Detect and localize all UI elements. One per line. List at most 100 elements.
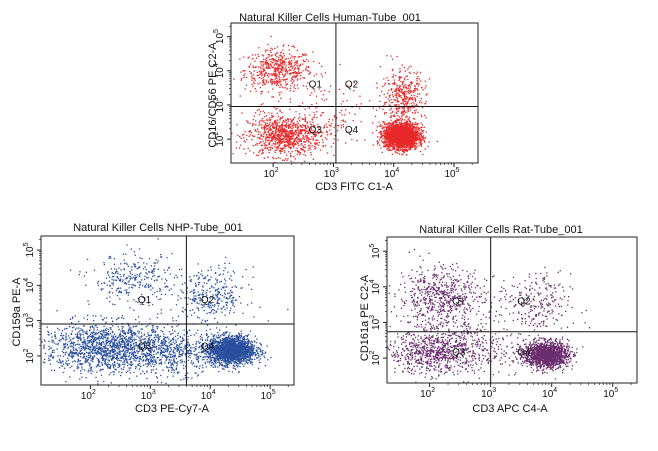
scatter-point xyxy=(321,112,323,114)
scatter-point xyxy=(268,67,270,69)
scatter-point xyxy=(266,80,268,82)
scatter-point xyxy=(110,257,112,259)
scatter-point xyxy=(428,78,431,80)
scatter-point xyxy=(314,125,316,127)
scatter-point xyxy=(150,284,152,286)
scatter-point xyxy=(408,84,411,86)
scatter-point xyxy=(308,131,310,134)
scatter-point xyxy=(278,128,280,130)
scatter-point xyxy=(405,86,407,88)
scatter-point xyxy=(173,277,176,279)
scatter-point xyxy=(408,124,410,126)
scatter-point xyxy=(297,70,300,72)
scatter-point xyxy=(257,133,260,135)
scatter-point xyxy=(304,117,306,119)
scatter-point xyxy=(387,127,389,129)
scatter-point xyxy=(279,141,281,143)
scatter-point xyxy=(275,132,277,134)
scatter-point xyxy=(415,138,417,140)
scatter-point xyxy=(407,126,410,128)
scatter-point xyxy=(264,73,266,76)
scatter-point xyxy=(388,149,390,151)
scatter-point xyxy=(404,98,406,100)
scatter-point xyxy=(267,56,269,58)
scatter-point xyxy=(411,112,414,114)
scatter-point xyxy=(158,275,161,277)
scatter-point xyxy=(399,70,401,72)
scatter-point xyxy=(420,140,422,142)
scatter-point xyxy=(315,133,317,135)
scatter-point xyxy=(281,126,283,128)
scatter-point xyxy=(157,268,159,270)
scatter-point xyxy=(270,47,272,49)
scatter-point xyxy=(387,98,389,100)
scatter-point xyxy=(292,122,294,124)
scatter-point xyxy=(396,145,398,147)
scatter-point xyxy=(402,143,404,146)
scatter-point xyxy=(266,65,268,67)
scatter-point xyxy=(337,139,339,141)
scatter-point xyxy=(123,282,125,284)
scatter-point xyxy=(289,130,291,132)
scatter-point xyxy=(408,132,410,135)
scatter-point xyxy=(278,56,280,59)
scatter-point xyxy=(389,109,391,111)
scatter-point xyxy=(418,128,420,130)
scatter-point xyxy=(263,68,265,70)
scatter-point xyxy=(384,104,386,106)
scatter-point xyxy=(293,46,296,49)
scatter-point xyxy=(275,81,277,83)
scatter-point xyxy=(267,124,269,126)
scatter-point xyxy=(384,140,386,143)
scatter-point xyxy=(275,121,277,123)
scatter-point xyxy=(395,111,397,113)
scatter-point xyxy=(251,77,253,79)
scatter-point xyxy=(296,129,298,131)
scatter-point xyxy=(312,124,315,126)
scatter-point xyxy=(272,80,274,83)
scatter-point xyxy=(325,98,328,100)
scatter-point xyxy=(155,279,157,281)
scatter-point xyxy=(407,144,409,147)
scatter-point xyxy=(285,138,287,140)
scatter-point xyxy=(411,139,413,141)
scatter-point xyxy=(246,134,248,137)
scatter-point xyxy=(281,112,283,114)
scatter-point xyxy=(270,124,273,126)
scatter-point xyxy=(290,69,292,71)
scatter-point xyxy=(403,92,405,94)
scatter-point xyxy=(391,125,393,127)
scatter-point xyxy=(251,75,253,77)
scatter-point xyxy=(403,106,405,108)
scatter-point xyxy=(312,130,314,132)
scatter-point xyxy=(414,145,417,147)
scatter-point xyxy=(291,136,293,138)
scatter-point xyxy=(421,102,423,104)
scatter-point xyxy=(80,338,82,340)
scatter-point xyxy=(272,73,274,76)
scatter-point xyxy=(382,126,384,128)
scatter-point xyxy=(318,62,320,64)
scatter-point xyxy=(115,269,118,271)
scatter-point xyxy=(398,143,400,145)
scatter-point xyxy=(413,72,415,74)
scatter-point xyxy=(273,126,276,128)
scatter-point xyxy=(278,139,280,141)
scatter-point xyxy=(416,132,418,134)
scatter-point xyxy=(307,149,309,151)
scatter-point xyxy=(264,147,266,150)
scatter-point xyxy=(404,145,406,147)
scatter-point xyxy=(401,116,403,118)
scatter-point xyxy=(269,134,271,136)
scatter-point xyxy=(279,94,281,96)
scatter-point xyxy=(409,144,411,146)
scatter-point xyxy=(261,91,263,93)
scatter-point xyxy=(300,133,302,135)
scatter-point xyxy=(269,148,271,151)
x-tick-label: 102 xyxy=(264,167,279,180)
scatter-point xyxy=(408,99,410,101)
scatter-point xyxy=(389,139,391,142)
scatter-point xyxy=(296,72,298,75)
scatter-point xyxy=(246,76,248,79)
scatter-point xyxy=(286,159,288,161)
